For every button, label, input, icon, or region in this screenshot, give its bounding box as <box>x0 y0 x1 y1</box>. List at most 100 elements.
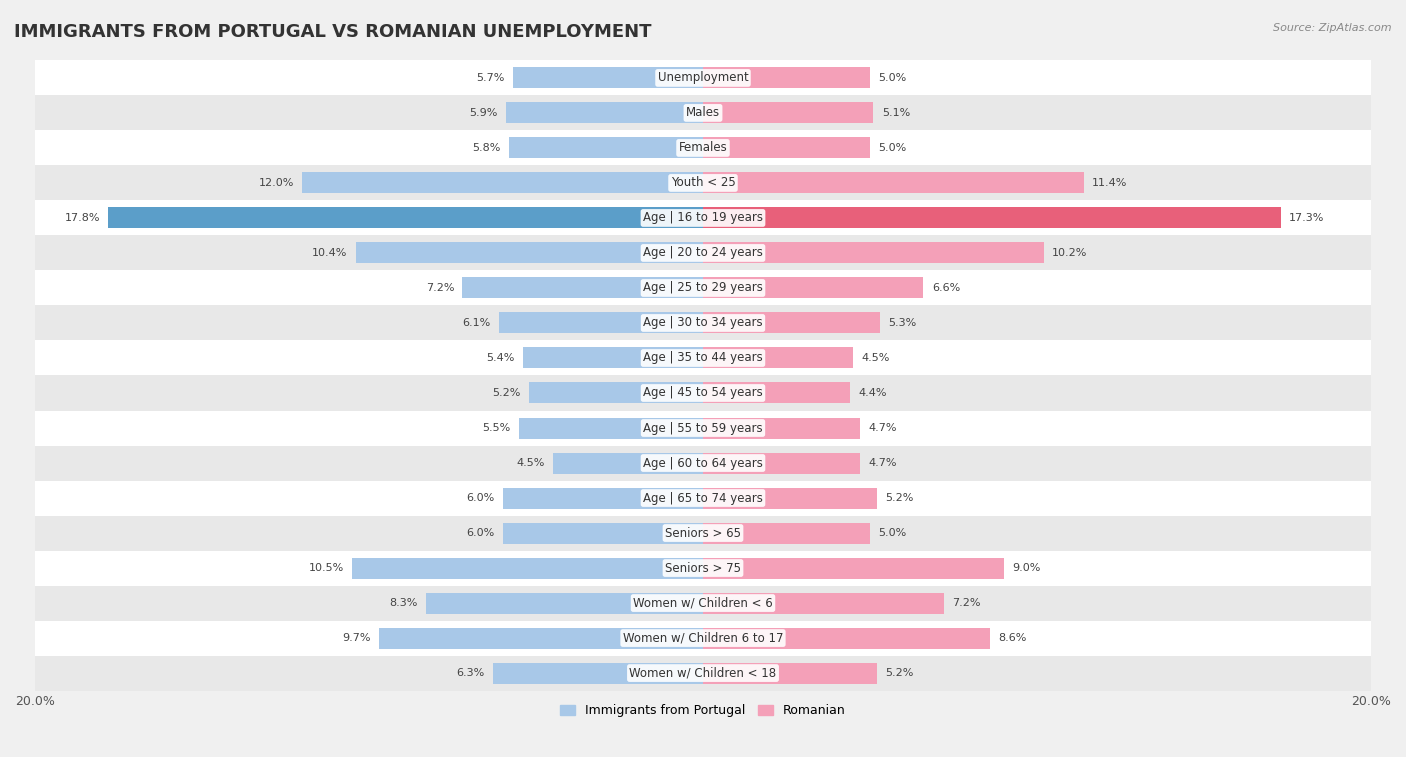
Bar <box>108 207 703 229</box>
Text: Unemployment: Unemployment <box>658 71 748 85</box>
Bar <box>35 201 1371 235</box>
Text: 9.0%: 9.0% <box>1012 563 1040 573</box>
Text: 8.3%: 8.3% <box>389 598 418 608</box>
Bar <box>35 656 1371 690</box>
Bar <box>703 593 943 614</box>
Bar <box>35 130 1371 166</box>
Bar <box>703 558 1004 578</box>
Bar <box>35 586 1371 621</box>
Text: 5.2%: 5.2% <box>492 388 522 398</box>
Text: Age | 55 to 59 years: Age | 55 to 59 years <box>643 422 763 435</box>
Text: Females: Females <box>679 142 727 154</box>
Bar <box>519 418 703 438</box>
Text: 5.2%: 5.2% <box>884 668 914 678</box>
Bar <box>703 382 851 403</box>
Text: IMMIGRANTS FROM PORTUGAL VS ROMANIAN UNEMPLOYMENT: IMMIGRANTS FROM PORTUGAL VS ROMANIAN UNE… <box>14 23 651 41</box>
Text: 5.3%: 5.3% <box>889 318 917 328</box>
Bar <box>509 138 703 158</box>
Bar <box>426 593 703 614</box>
Text: Youth < 25: Youth < 25 <box>671 176 735 189</box>
Text: 6.0%: 6.0% <box>465 493 495 503</box>
Text: 5.7%: 5.7% <box>475 73 505 83</box>
Text: 5.0%: 5.0% <box>879 143 907 153</box>
Bar <box>703 242 1043 263</box>
Bar <box>523 347 703 369</box>
Text: Source: ZipAtlas.com: Source: ZipAtlas.com <box>1274 23 1392 33</box>
Text: 5.8%: 5.8% <box>472 143 501 153</box>
Text: Age | 45 to 54 years: Age | 45 to 54 years <box>643 387 763 400</box>
Bar <box>35 375 1371 410</box>
Text: 4.5%: 4.5% <box>862 353 890 363</box>
Bar <box>703 347 853 369</box>
Text: 5.0%: 5.0% <box>879 73 907 83</box>
Bar <box>463 278 703 298</box>
Text: Seniors > 65: Seniors > 65 <box>665 527 741 540</box>
Bar <box>35 235 1371 270</box>
Bar <box>35 166 1371 201</box>
Bar <box>499 313 703 334</box>
Text: 4.7%: 4.7% <box>869 458 897 468</box>
Legend: Immigrants from Portugal, Romanian: Immigrants from Portugal, Romanian <box>555 699 851 722</box>
Bar <box>703 173 1084 194</box>
Bar <box>35 516 1371 550</box>
Bar <box>513 67 703 89</box>
Text: 8.6%: 8.6% <box>998 633 1026 643</box>
Text: Males: Males <box>686 107 720 120</box>
Text: 7.2%: 7.2% <box>426 283 454 293</box>
Bar <box>35 550 1371 586</box>
Text: Seniors > 75: Seniors > 75 <box>665 562 741 575</box>
Text: 6.3%: 6.3% <box>456 668 484 678</box>
Text: 4.7%: 4.7% <box>869 423 897 433</box>
Text: Women w/ Children < 6: Women w/ Children < 6 <box>633 597 773 609</box>
Bar <box>703 207 1281 229</box>
Bar <box>703 67 870 89</box>
Bar <box>35 341 1371 375</box>
Bar <box>35 306 1371 341</box>
Bar <box>703 522 870 544</box>
Bar <box>703 453 860 474</box>
Bar <box>703 628 990 649</box>
Text: 10.5%: 10.5% <box>309 563 344 573</box>
Text: Age | 30 to 34 years: Age | 30 to 34 years <box>643 316 763 329</box>
Text: 5.2%: 5.2% <box>884 493 914 503</box>
Bar <box>529 382 703 403</box>
Bar <box>492 662 703 684</box>
Text: Age | 16 to 19 years: Age | 16 to 19 years <box>643 211 763 225</box>
Bar <box>703 102 873 123</box>
Text: 5.0%: 5.0% <box>879 528 907 538</box>
Bar <box>353 558 703 578</box>
Bar <box>35 621 1371 656</box>
Text: Women w/ Children 6 to 17: Women w/ Children 6 to 17 <box>623 631 783 644</box>
Bar <box>703 488 877 509</box>
Text: 9.7%: 9.7% <box>342 633 371 643</box>
Text: 6.0%: 6.0% <box>465 528 495 538</box>
Bar <box>506 102 703 123</box>
Bar <box>35 410 1371 446</box>
Text: 5.5%: 5.5% <box>482 423 510 433</box>
Text: 4.4%: 4.4% <box>858 388 887 398</box>
Text: 6.6%: 6.6% <box>932 283 960 293</box>
Bar <box>356 242 703 263</box>
Bar <box>35 95 1371 130</box>
Text: 6.1%: 6.1% <box>463 318 491 328</box>
Bar <box>703 138 870 158</box>
Text: 17.8%: 17.8% <box>65 213 100 223</box>
Text: 10.4%: 10.4% <box>312 248 347 258</box>
Bar <box>302 173 703 194</box>
Bar <box>35 61 1371 95</box>
Text: 11.4%: 11.4% <box>1092 178 1128 188</box>
Text: 5.4%: 5.4% <box>486 353 515 363</box>
Text: Women w/ Children < 18: Women w/ Children < 18 <box>630 667 776 680</box>
Text: Age | 60 to 64 years: Age | 60 to 64 years <box>643 456 763 469</box>
Text: 12.0%: 12.0% <box>259 178 294 188</box>
Bar <box>380 628 703 649</box>
Bar <box>553 453 703 474</box>
Text: 10.2%: 10.2% <box>1052 248 1087 258</box>
Text: Age | 25 to 29 years: Age | 25 to 29 years <box>643 282 763 294</box>
Bar <box>502 488 703 509</box>
Bar <box>502 522 703 544</box>
Text: 5.1%: 5.1% <box>882 108 910 118</box>
Bar <box>703 278 924 298</box>
Bar <box>703 662 877 684</box>
Bar <box>35 481 1371 516</box>
